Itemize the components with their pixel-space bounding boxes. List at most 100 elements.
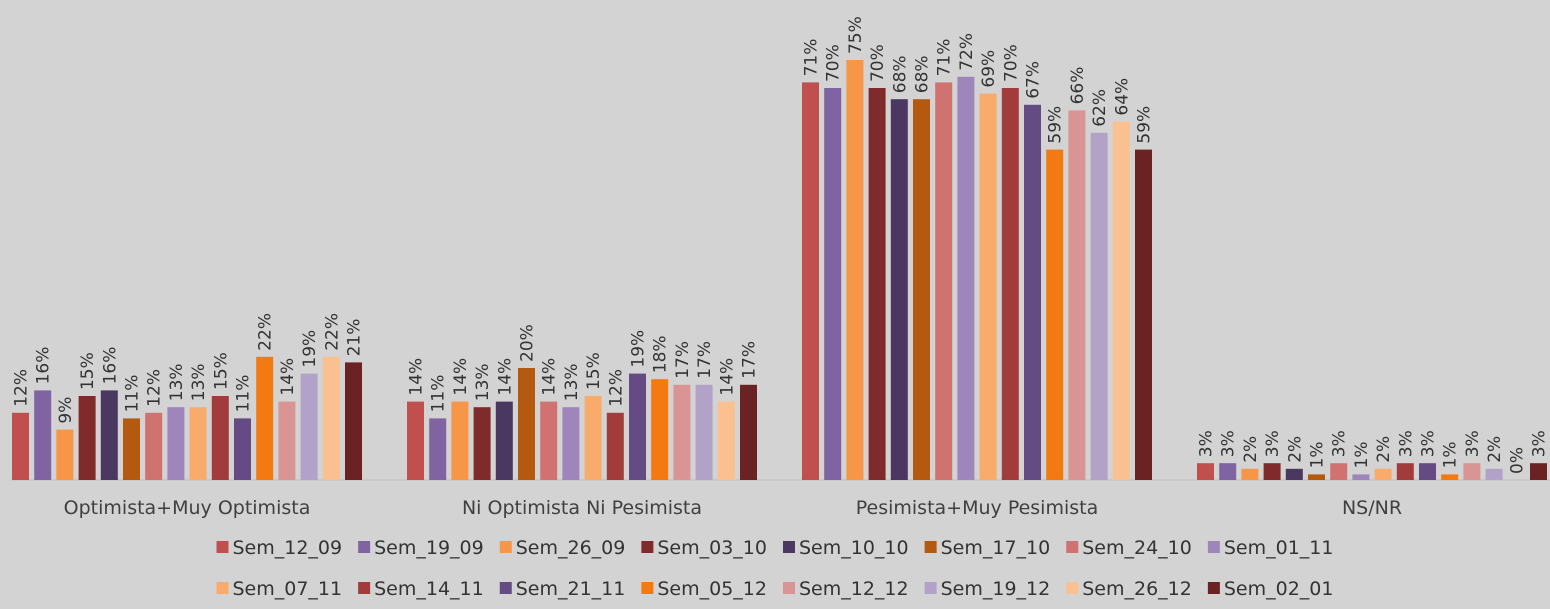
legend-label: Sem_17_10: [941, 537, 1051, 559]
bar-Sem_07_11-3: [1374, 468, 1392, 480]
bar-Sem_12_09-1: [407, 401, 424, 480]
data-label: 18%: [651, 335, 671, 373]
legend-row: Sem_07_11 Sem_14_11 Sem_21_11 Sem_05_12 Sem_…: [216, 578, 1334, 600]
bar-Sem_21_11-1: [629, 373, 646, 480]
bar-Sem_02_01-0: [345, 362, 362, 480]
data-label: 62%: [1090, 89, 1110, 127]
data-label: 16%: [34, 347, 54, 385]
data-label: 3%: [1463, 430, 1483, 457]
legend-item-Sem_12_09: Sem_12_09: [216, 537, 343, 559]
data-label: 12%: [12, 369, 32, 407]
bar-Sem_12_12-2: [1068, 110, 1086, 481]
data-label: 13%: [562, 363, 582, 401]
legend-item-Sem_19_09: Sem_19_09: [358, 537, 484, 559]
data-label: 70%: [1001, 44, 1021, 82]
data-label: 70%: [868, 44, 888, 82]
category-label: Optimista+Muy Optimista: [64, 497, 311, 519]
data-label: 15%: [211, 352, 231, 390]
data-label: 19%: [300, 330, 320, 368]
bar-Sem_17_10-2: [913, 99, 930, 480]
bar-Sem_10_10-1: [495, 401, 513, 480]
bars-group: [12, 60, 1547, 481]
data-labels-group: 12%16%9%15% 16%11% 12% 13% 13% 15%11%22%14%19…: [12, 16, 1550, 474]
data-label: 1%: [1308, 441, 1328, 468]
bar-Sem_17_10-0: [123, 418, 140, 480]
data-label: 67%: [1024, 61, 1044, 99]
category-label: NS/NR: [1342, 497, 1402, 519]
legend-swatch: [499, 582, 512, 594]
bar-Sem_24_10-2: [935, 82, 953, 481]
bar-Sem_14_11-0: [211, 396, 229, 480]
bar-Sem_19_12-1: [695, 384, 713, 480]
category-label: Pesimista+Muy Pesimista: [856, 497, 1099, 519]
legend-label: Sem_07_11: [233, 578, 343, 600]
legend-label: Sem_26_12: [1082, 578, 1192, 600]
bar-Sem_19_12-0: [300, 373, 318, 480]
bar-Sem_02_01-1: [740, 384, 757, 480]
data-label: 14%: [717, 358, 737, 396]
data-label: 59%: [1046, 106, 1066, 144]
legend-label: Sem_19_09: [374, 537, 484, 559]
legend-swatch: [641, 541, 654, 553]
data-label: 13%: [189, 363, 209, 401]
legend-swatch: [216, 541, 229, 553]
legend-swatch: [1207, 582, 1220, 594]
legend-item-Sem_12_12: Sem_12_12: [783, 578, 909, 600]
data-label: 22%: [322, 313, 342, 351]
legend-swatch: [783, 582, 795, 594]
bar-Sem_26_09-0: [56, 429, 74, 480]
data-label: 3%: [1419, 430, 1439, 457]
bar-Sem_10_10-0: [100, 390, 118, 480]
legend-swatch: [924, 541, 937, 553]
bar-Sem_05_12-1: [651, 379, 669, 480]
data-label: 22%: [256, 313, 276, 351]
bar-Sem_12_12-3: [1463, 463, 1481, 480]
bar-Sem_21_11-2: [1024, 104, 1041, 481]
bar-Sem_26_09-2: [846, 60, 864, 480]
legend-swatch: [783, 541, 795, 553]
legend-label: Sem_03_10: [657, 537, 767, 559]
bar-Sem_17_10-1: [518, 368, 535, 480]
legend-label: Sem_10_10: [799, 537, 909, 559]
bar-Sem_10_10-2: [890, 99, 908, 480]
legend-item-Sem_02_01: Sem_02_01: [1207, 578, 1334, 600]
data-label: 68%: [890, 55, 910, 93]
legend-label: Sem_12_09: [233, 537, 343, 559]
legend-item-Sem_10_10: Sem_10_10: [783, 537, 909, 559]
legend-item-Sem_17_10: Sem_17_10: [924, 537, 1051, 559]
bar-Sem_26_09-1: [451, 401, 469, 480]
bar-Sem_02_01-2: [1135, 149, 1152, 480]
data-label: 11%: [234, 375, 254, 413]
legend-swatch: [1066, 582, 1079, 594]
data-label: 12%: [145, 369, 165, 407]
legend-label: Sem_01_11: [1224, 537, 1334, 559]
data-label: 14%: [495, 358, 515, 396]
legend-item-Sem_26_12: Sem_26_12: [1066, 578, 1192, 600]
data-label: 0%: [1507, 447, 1527, 474]
data-label: 3%: [1197, 430, 1217, 457]
data-label: 21%: [345, 319, 365, 357]
data-label: 2%: [1485, 436, 1505, 463]
data-label: 3%: [1396, 430, 1416, 457]
bar-Sem_24_10-3: [1330, 463, 1348, 480]
bar-Sem_12_12-0: [278, 401, 296, 480]
bar-Sem_05_12-3: [1441, 474, 1459, 480]
legend-swatch: [924, 582, 937, 594]
bar-Sem_17_10-3: [1308, 474, 1325, 480]
bar-Sem_19_09-0: [34, 390, 52, 480]
category-label: Ni Optimista Ni Pesimista: [462, 497, 702, 519]
data-label: 15%: [78, 352, 98, 390]
data-label: 17%: [695, 341, 715, 379]
legend-item-Sem_26_09: Sem_26_09: [499, 537, 625, 559]
bar-Sem_01_11-1: [562, 407, 580, 480]
bar-Sem_19_09-3: [1219, 463, 1237, 480]
bar-Sem_14_11-1: [606, 412, 624, 480]
bar-Sem_19_09-2: [824, 88, 842, 480]
data-label: 3%: [1530, 430, 1550, 457]
data-label: 17%: [740, 341, 760, 379]
data-label: 71%: [935, 39, 955, 77]
bar-Sem_14_11-3: [1396, 463, 1414, 480]
bar-Sem_12_09-2: [802, 82, 819, 481]
data-label: 59%: [1135, 106, 1155, 144]
legend-swatch: [358, 541, 371, 553]
